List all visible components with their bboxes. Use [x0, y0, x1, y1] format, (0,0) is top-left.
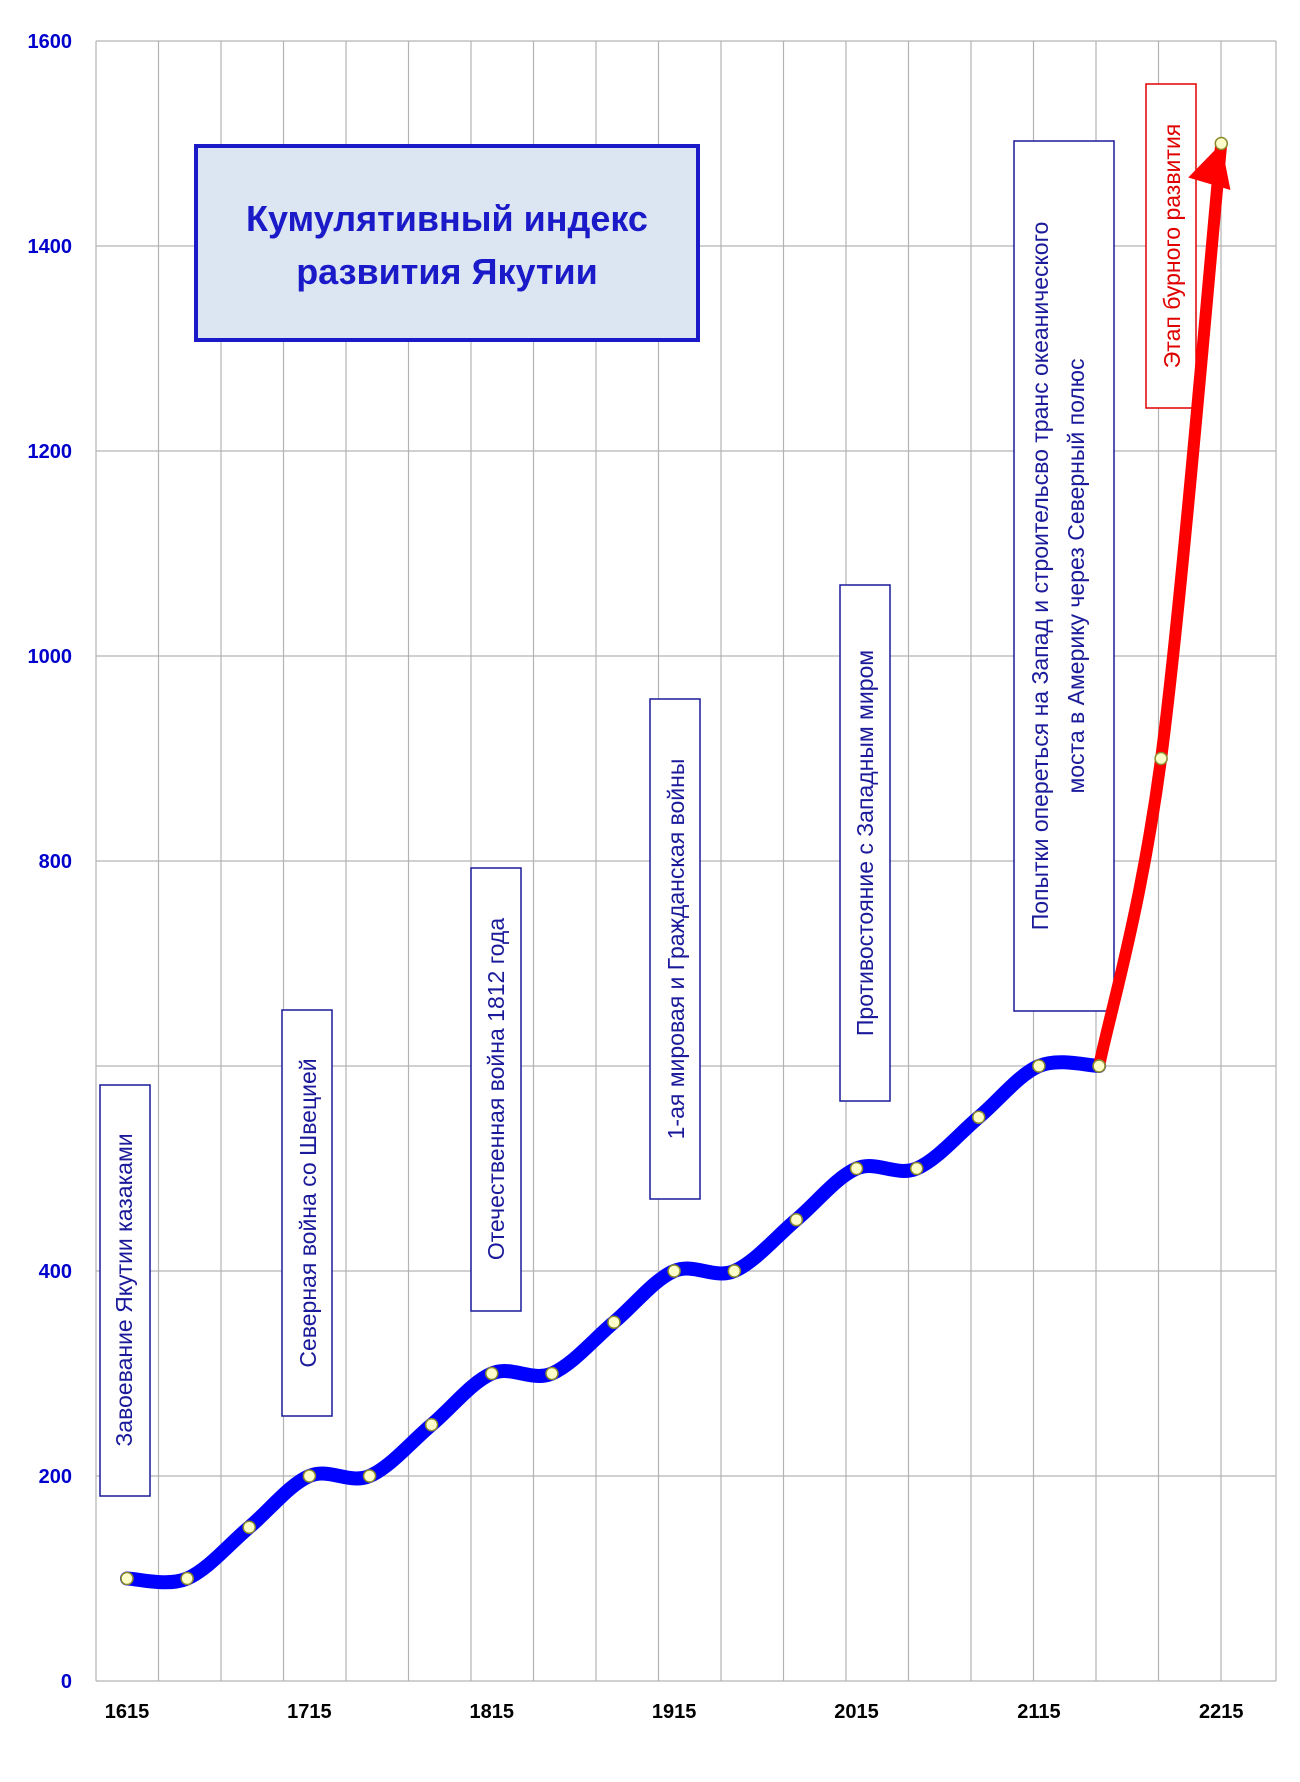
annotation-6-text-line-1: Попытки опереться на Запад и строительсв…: [1027, 222, 1053, 931]
y-tick-label-4: 1000: [28, 646, 73, 668]
x-tick-label-5: 2115: [1017, 1701, 1060, 1723]
y-tick-label-3: 800: [39, 851, 72, 873]
data-point-0-2: [242, 1520, 256, 1534]
annotation-box-6: [1013, 140, 1115, 1012]
annotation-5-text: Противостояние с Западным миром: [852, 650, 878, 1036]
x-tick-label-4: 2015: [834, 1701, 879, 1723]
annotations: Завоевание Якутии казаками Северная войн…: [99, 83, 1197, 1497]
annotation-6-text-line-2: моста в Америку через Северный полюс: [1063, 358, 1089, 793]
annotation-box-2: [281, 1009, 333, 1417]
x-tick-label-0: 1615: [105, 1701, 150, 1723]
series-points: [120, 136, 1229, 1586]
data-point-0-0: [120, 1571, 134, 1586]
title-line-2: развития Якутии: [296, 251, 598, 292]
annotation-7-text: Этап бурного развития: [1159, 124, 1185, 368]
title-line-1: Кумулятивный индекс: [246, 198, 648, 239]
data-point-0-1: [180, 1571, 194, 1586]
data-point-0-10: [727, 1264, 742, 1278]
data-point-1-1: [1154, 751, 1168, 766]
y-tick-label-2: 400: [39, 1261, 72, 1283]
x-tick-label-6: 2215: [1199, 1701, 1244, 1723]
data-point-0-13: [909, 1161, 924, 1176]
series-arrowhead: [1188, 143, 1231, 191]
y-tick-label-0: 0: [61, 1671, 72, 1693]
annotation-4-text: 1-ая мировая и Гражданская войны: [663, 759, 689, 1140]
data-point-0-7: [545, 1366, 559, 1381]
y-tick-label-6: 1400: [28, 236, 73, 258]
x-tick-label-3: 1915: [652, 1701, 697, 1723]
annotation-box-4: [649, 698, 701, 1200]
data-point-0-5: [424, 1418, 439, 1432]
x-axis-tick-labels: 1615 1715 1815 1915 2015 2115 2215: [105, 1701, 1244, 1723]
data-point-0-15: [1032, 1059, 1046, 1073]
annotation-box-1: [99, 1084, 151, 1497]
data-point-0-11: [789, 1213, 804, 1227]
data-point-0-14: [971, 1110, 986, 1124]
annotation-box-7: [1145, 83, 1197, 409]
data-point-0-3: [302, 1469, 317, 1483]
data-point-0-12: [849, 1161, 864, 1176]
y-tick-label-7: 1600: [28, 31, 73, 53]
annotation-1-text: Завоевание Якутии казаками: [111, 1133, 137, 1446]
y-tick-label-1: 200: [39, 1466, 72, 1488]
data-point-0-6: [485, 1366, 499, 1381]
data-point-1-2: [1214, 136, 1229, 151]
y-tick-label-5: 1200: [28, 441, 73, 463]
annotation-3-text: Отечественная война 1812 года: [483, 918, 509, 1260]
y-axis-tick-labels: 0 200 400 800 1000 1200 1400 1600: [28, 31, 73, 1693]
data-point-0-8: [607, 1315, 621, 1329]
series-line-1: [1093, 137, 1228, 1072]
annotation-2-text: Северная война со Швецией: [295, 1058, 321, 1367]
annotation-box-5: [839, 584, 891, 1102]
annotation-box-3: [470, 867, 522, 1312]
data-point-join: [1092, 1059, 1106, 1073]
title-box: [194, 144, 700, 342]
x-tick-label-1: 1715: [287, 1701, 332, 1723]
data-point-0-4: [362, 1469, 377, 1483]
data-point-0-9: [667, 1264, 681, 1278]
chart-title: Кумулятивный индекс развития Якутии: [194, 144, 700, 342]
x-tick-label-2: 1815: [470, 1701, 515, 1723]
